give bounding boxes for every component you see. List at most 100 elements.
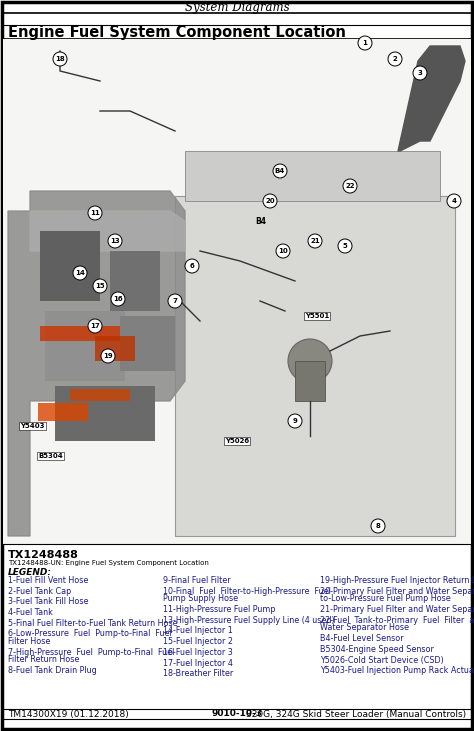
Bar — [40, 231, 100, 301]
Text: 20-Primary Fuel Filter and Water Separator-: 20-Primary Fuel Filter and Water Separat… — [320, 587, 474, 596]
Text: B4: B4 — [255, 216, 266, 225]
Text: 19-High-Pressure Fuel Injector Return Line: 19-High-Pressure Fuel Injector Return Li… — [320, 576, 474, 585]
Text: System Diagrams: System Diagrams — [185, 1, 289, 13]
Text: 9010-10-3: 9010-10-3 — [211, 710, 263, 719]
Circle shape — [185, 259, 199, 273]
Text: 20: 20 — [265, 198, 275, 204]
Circle shape — [308, 234, 322, 248]
Text: 9-Final Fuel Filter: 9-Final Fuel Filter — [163, 576, 231, 585]
Circle shape — [273, 164, 287, 178]
Text: TM14300X19 (01.12.2018): TM14300X19 (01.12.2018) — [8, 710, 129, 719]
Bar — [70, 389, 130, 401]
Bar — [45, 311, 125, 381]
Bar — [3, 39, 471, 544]
Text: 17: 17 — [90, 323, 100, 329]
Circle shape — [168, 294, 182, 308]
Text: 21: 21 — [310, 238, 320, 244]
Text: 15: 15 — [95, 283, 105, 289]
Text: 8: 8 — [375, 523, 381, 529]
Circle shape — [447, 194, 461, 208]
Bar — [95, 336, 135, 361]
Text: Water Separator Hose: Water Separator Hose — [320, 624, 409, 632]
Text: 16-Fuel Injector 3: 16-Fuel Injector 3 — [163, 648, 233, 657]
Circle shape — [371, 519, 385, 533]
Text: TX1248488: TX1248488 — [8, 550, 79, 560]
Polygon shape — [30, 211, 185, 251]
Text: 15-Fuel Injector 2: 15-Fuel Injector 2 — [163, 637, 233, 646]
Circle shape — [288, 339, 332, 383]
Text: 8-Fuel Tank Drain Plug: 8-Fuel Tank Drain Plug — [8, 666, 97, 675]
Circle shape — [111, 292, 125, 306]
Text: 5-Final Fuel Filter-to-Fuel Tank Return Hose: 5-Final Fuel Filter-to-Fuel Tank Return … — [8, 619, 178, 628]
Text: 22: 22 — [345, 183, 355, 189]
Text: 13-High-Pressure Fuel Supply Line (4 used): 13-High-Pressure Fuel Supply Line (4 use… — [163, 616, 335, 625]
Text: Y5403-Fuel Injection Pump Rack Actuator: Y5403-Fuel Injection Pump Rack Actuator — [320, 666, 474, 675]
Circle shape — [101, 349, 115, 363]
Text: 2-Fuel Tank Cap: 2-Fuel Tank Cap — [8, 587, 71, 596]
Text: 10: 10 — [278, 248, 288, 254]
Text: B5304: B5304 — [38, 453, 63, 459]
Circle shape — [93, 279, 107, 293]
Circle shape — [343, 179, 357, 193]
Text: Y5403: Y5403 — [20, 423, 45, 429]
Text: 3: 3 — [418, 70, 422, 76]
Polygon shape — [398, 46, 465, 151]
Text: Engine Fuel System Component Location: Engine Fuel System Component Location — [8, 25, 346, 39]
Text: 21-Primary Fuel Filter and Water Separator: 21-Primary Fuel Filter and Water Separat… — [320, 605, 474, 614]
FancyBboxPatch shape — [175, 196, 455, 536]
Bar — [55, 386, 155, 441]
Circle shape — [288, 414, 302, 428]
Text: 6-Low-Pressure  Fuel  Pump-to-Final  Fuel: 6-Low-Pressure Fuel Pump-to-Final Fuel — [8, 629, 172, 638]
Polygon shape — [8, 191, 185, 536]
Bar — [110, 251, 160, 311]
Text: 22-Fuel  Tank-to-Primary  Fuel  Filter  and: 22-Fuel Tank-to-Primary Fuel Filter and — [320, 616, 474, 625]
Text: LEGEND:: LEGEND: — [8, 568, 52, 577]
Text: Filter Hose: Filter Hose — [8, 637, 50, 646]
Bar — [120, 316, 175, 371]
Text: 18-Breather Filter: 18-Breather Filter — [163, 670, 233, 678]
Text: B5304-Engine Speed Sensor: B5304-Engine Speed Sensor — [320, 645, 434, 654]
Bar — [295, 361, 325, 401]
Text: 3-Fuel Tank Fill Hose: 3-Fuel Tank Fill Hose — [8, 597, 89, 607]
Text: 11: 11 — [90, 210, 100, 216]
Text: Filter Return Hose: Filter Return Hose — [8, 656, 79, 664]
Text: 4: 4 — [452, 198, 456, 204]
Text: Y5026-Cold Start Device (CSD): Y5026-Cold Start Device (CSD) — [320, 656, 444, 664]
Text: 6: 6 — [190, 263, 194, 269]
Text: 7-High-Pressure  Fuel  Pump-to-Final  Fuel: 7-High-Pressure Fuel Pump-to-Final Fuel — [8, 648, 174, 657]
Text: B4: B4 — [275, 168, 285, 174]
Circle shape — [88, 206, 102, 220]
Circle shape — [88, 319, 102, 333]
Text: Y5026: Y5026 — [225, 438, 249, 444]
Text: 10-Final  Fuel  Filter-to-High-Pressure  Fuel: 10-Final Fuel Filter-to-High-Pressure Fu… — [163, 587, 331, 596]
Text: 5: 5 — [343, 243, 347, 249]
Text: TX1248488-UN: Engine Fuel System Component Location: TX1248488-UN: Engine Fuel System Compone… — [8, 560, 209, 566]
Circle shape — [413, 66, 427, 80]
Text: 7: 7 — [173, 298, 177, 304]
Circle shape — [388, 52, 402, 66]
Text: Y5501: Y5501 — [305, 313, 329, 319]
Text: 18: 18 — [55, 56, 65, 62]
Text: 17-Fuel Injector 4: 17-Fuel Injector 4 — [163, 659, 233, 667]
Text: Pump Supply Hose: Pump Supply Hose — [163, 594, 238, 603]
Text: 2: 2 — [392, 56, 397, 62]
Bar — [38, 403, 88, 421]
Circle shape — [358, 36, 372, 50]
Text: B4-Fuel Level Sensor: B4-Fuel Level Sensor — [320, 634, 404, 643]
Text: 4-Fuel Tank: 4-Fuel Tank — [8, 608, 53, 617]
Circle shape — [263, 194, 277, 208]
Circle shape — [276, 244, 290, 258]
Text: 1: 1 — [363, 40, 367, 46]
Text: to-Low-Pressure Fuel Pump Hose: to-Low-Pressure Fuel Pump Hose — [320, 594, 451, 603]
Text: 16: 16 — [113, 296, 123, 302]
Text: 11-High-Pressure Fuel Pump: 11-High-Pressure Fuel Pump — [163, 605, 275, 614]
Text: 13: 13 — [110, 238, 120, 244]
Text: 9: 9 — [292, 418, 298, 424]
Bar — [40, 326, 120, 341]
Text: 320G, 324G Skid Steer Loader (Manual Controls): 320G, 324G Skid Steer Loader (Manual Con… — [246, 710, 466, 719]
Circle shape — [108, 234, 122, 248]
Text: 14-Fuel Injector 1: 14-Fuel Injector 1 — [163, 626, 233, 635]
Circle shape — [73, 266, 87, 280]
Circle shape — [338, 239, 352, 253]
Text: 1-Fuel Fill Vent Hose: 1-Fuel Fill Vent Hose — [8, 576, 88, 585]
